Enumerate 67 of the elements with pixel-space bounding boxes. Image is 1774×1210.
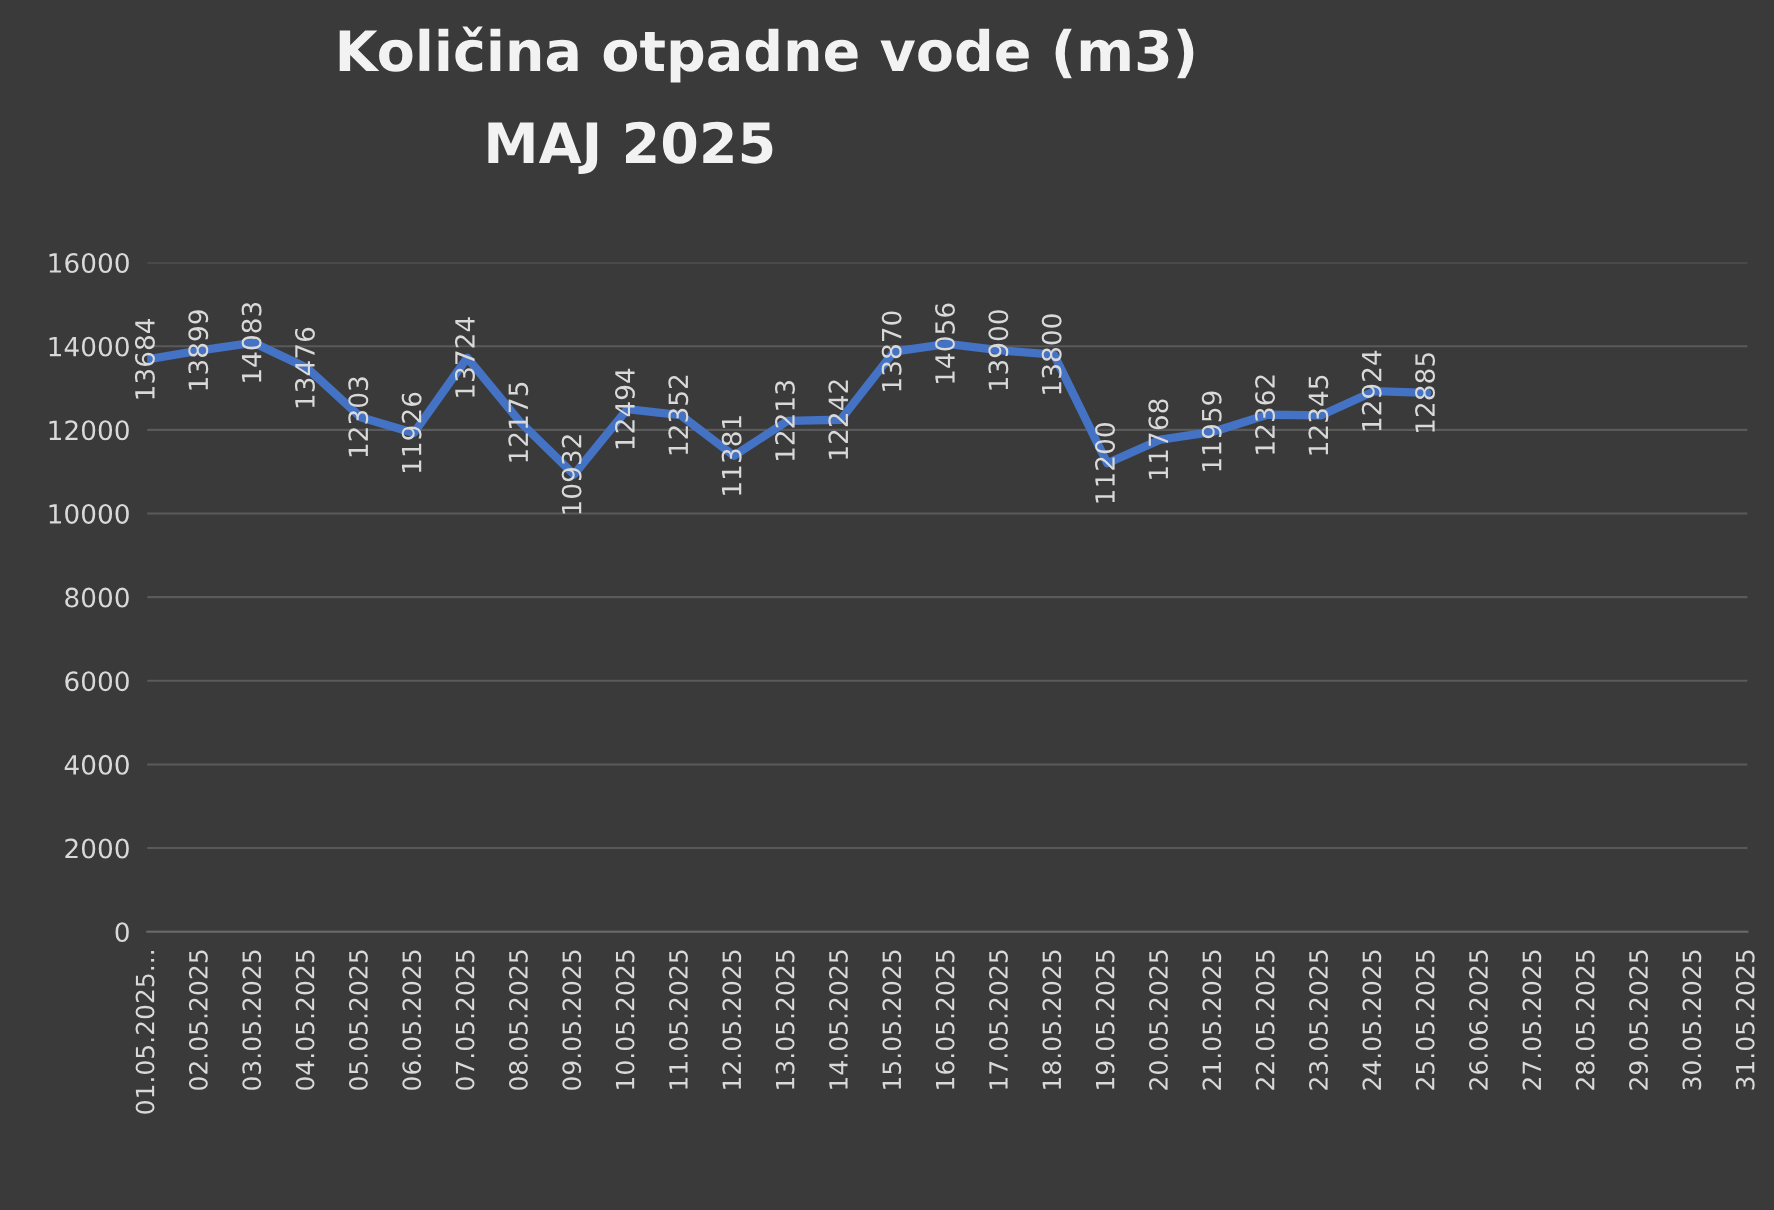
data-label: 12213: [775, 381, 795, 461]
y-tick-label: 8000: [65, 587, 129, 608]
data-label: 12352: [668, 375, 689, 455]
x-tick-label: 03.05.2025: [242, 950, 262, 1090]
data-label: 12345: [1308, 375, 1329, 455]
x-tick-label: 25.05.2025: [1415, 950, 1435, 1090]
x-tick-label: 11.05.2025: [668, 950, 688, 1089]
x-tick-label: 02.05.2025: [188, 950, 208, 1090]
chart-title: Količina otpadne vode (m3): [339, 26, 1194, 83]
data-label: 12885: [1415, 353, 1436, 432]
x-tick-label: 24.05.2025: [1362, 950, 1382, 1090]
y-tick-label: 16000: [49, 253, 129, 273]
x-tick-label: 28.05.2025: [1575, 950, 1595, 1090]
x-tick-label: 06.05.2025: [402, 950, 422, 1090]
data-label: 13900: [988, 310, 1009, 390]
data-label: 14056: [935, 303, 955, 383]
y-tick-label: 14000: [49, 336, 129, 357]
data-label: 11768: [1148, 399, 1169, 479]
data-label: 12303: [348, 377, 369, 457]
x-tick-label: 20.05.2025: [1149, 950, 1168, 1090]
x-tick-label: 07.05.2025: [455, 950, 475, 1090]
data-label: 11926: [401, 392, 422, 473]
x-tick-label: 17.05.2025: [989, 950, 1008, 1089]
y-tick-label: 6000: [65, 671, 129, 692]
x-tick-label: 08.05.2025: [508, 950, 528, 1090]
data-label: 13684: [134, 318, 155, 399]
x-tick-label: 23.05.2025: [1309, 950, 1328, 1090]
y-tick-label: 2000: [65, 838, 129, 859]
x-tick-label: 29.05.2025: [1629, 950, 1648, 1090]
x-tick-label: 18.05.2025: [1042, 950, 1062, 1089]
data-label: 13899: [188, 310, 209, 390]
x-tick-label: 13.05.2025: [775, 950, 795, 1089]
x-tick-label: 26.06.2025: [1469, 950, 1488, 1090]
x-tick-label: 19.05.2025: [1095, 950, 1115, 1089]
x-tick-label: 16.05.2025: [935, 950, 955, 1089]
data-label: 14083: [241, 302, 262, 382]
x-tick-label: 27.05.2025: [1522, 950, 1542, 1090]
data-label: 13800: [1041, 314, 1062, 394]
x-tick-label: 31.05.2025: [1735, 950, 1755, 1090]
x-tick-label: 12.05.2025: [722, 950, 742, 1089]
x-tick-label: 22.05.2025: [1255, 950, 1275, 1090]
data-label: 12242: [828, 380, 848, 459]
y-tick-label: 0: [115, 922, 129, 943]
x-tick-label: 21.05.2025: [1202, 950, 1222, 1090]
data-label: 11381: [721, 416, 742, 495]
data-label: 13870: [881, 311, 902, 391]
data-label: 12175: [508, 382, 529, 462]
x-tick-label: 14.05.2025: [828, 950, 848, 1089]
y-tick-label: 12000: [49, 420, 129, 441]
x-tick-label: 04.05.2025: [295, 950, 315, 1090]
x-tick-label: 05.05.2025: [348, 950, 368, 1090]
chart-subtitle: MAJ 2025: [488, 121, 773, 175]
y-tick-label: 10000: [49, 503, 129, 524]
x-tick-label: 10.05.2025: [615, 950, 635, 1089]
data-label: 12494: [614, 368, 635, 449]
data-label: 13476: [294, 327, 315, 408]
x-tick-label: 09.05.2025: [562, 950, 582, 1090]
x-tick-label: 15.05.2025: [882, 950, 902, 1089]
y-tick-label: 4000: [64, 754, 129, 775]
data-label: 11200: [1095, 423, 1115, 503]
data-label: 11959: [1201, 391, 1222, 471]
data-label: 12924: [1361, 350, 1382, 431]
x-tick-label: 01.05.2025...: [135, 951, 155, 1114]
data-label: 12362: [1255, 375, 1275, 454]
data-label: 10932: [561, 435, 582, 514]
x-tick-label: 30.05.2025: [1682, 950, 1702, 1090]
data-label: 13724: [454, 317, 475, 397]
